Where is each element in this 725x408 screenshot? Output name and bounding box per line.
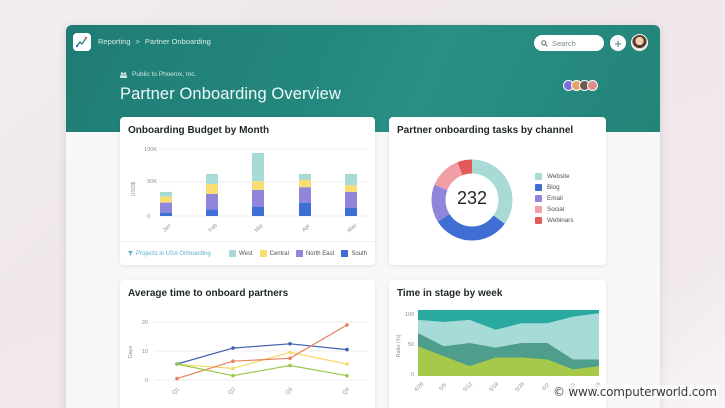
x-axis: Jan Feb Mar Apr May: [162, 222, 358, 234]
svg-text:5/5: 5/5: [438, 382, 448, 392]
legend-item-webinars[interactable]: Webinars: [535, 217, 573, 224]
card-title: Average time to onboard partners: [128, 288, 289, 299]
app-window: Reporting > Partner Onboarding Search + …: [66, 25, 660, 408]
svg-text:Apr: Apr: [301, 223, 311, 233]
svg-text:Q1: Q1: [172, 387, 181, 396]
budget-card: Onboarding Budget by Month 100K 50K 0 US…: [120, 117, 375, 265]
budget-card-footer: Projects in USA Onboarding West Central …: [120, 241, 375, 265]
svg-text:Jan: Jan: [162, 223, 173, 234]
app-logo[interactable]: [73, 33, 91, 51]
page-header: Reporting > Partner Onboarding Search + …: [66, 25, 660, 132]
svg-text:5/26: 5/26: [514, 381, 526, 393]
filter-icon: [128, 251, 133, 256]
card-title: Time in stage by week: [397, 288, 503, 299]
svg-text:Mar: Mar: [254, 223, 265, 234]
svg-text:Days: Days: [128, 345, 134, 358]
search-input[interactable]: Search: [534, 35, 604, 51]
breadcrumb-separator: >: [135, 37, 140, 46]
legend-item-website[interactable]: Website: [535, 173, 573, 180]
svg-text:Q3: Q3: [285, 387, 294, 396]
y-axis: 100K 50K 0 USD$: [131, 147, 157, 220]
legend-item-north-east[interactable]: North East: [295, 250, 334, 257]
user-avatar[interactable]: [631, 34, 648, 51]
legend-item-west[interactable]: West: [229, 250, 253, 257]
team-icon: [120, 71, 127, 78]
avg-time-line-chart: 20 10 0 Days Q1 Q2 Q3 Q4: [128, 320, 368, 396]
svg-text:5/19: 5/19: [488, 381, 500, 393]
collaborator-avatars[interactable]: [563, 80, 598, 91]
budget-legend: West Central North East South: [229, 250, 367, 257]
x-axis: Q1 Q2 Q3 Q4: [172, 387, 351, 396]
card-title: Partner onboarding tasks by channel: [397, 125, 574, 136]
org-label: Public to Phoenix, Inc.: [132, 71, 197, 78]
legend-item-south[interactable]: South: [341, 250, 367, 257]
filter-label: Projects in USA Onboarding: [136, 250, 211, 257]
svg-text:USD$: USD$: [131, 182, 137, 197]
legend-item-blog[interactable]: Blog: [535, 184, 573, 191]
svg-text:100K: 100K: [144, 147, 157, 153]
plus-icon: +: [614, 35, 622, 51]
avg-time-card: Average time to onboard partners 20 10 0…: [120, 280, 375, 408]
svg-text:Q2: Q2: [228, 387, 237, 396]
svg-text:4/28: 4/28: [413, 381, 425, 393]
svg-text:0: 0: [411, 372, 414, 378]
search-placeholder: Search: [552, 38, 576, 48]
breadcrumb: Reporting > Partner Onboarding: [98, 37, 211, 46]
svg-text:50K: 50K: [147, 179, 157, 185]
svg-text:100: 100: [405, 312, 414, 318]
svg-text:50: 50: [408, 342, 414, 348]
legend-item-social[interactable]: Social: [535, 206, 573, 213]
add-button[interactable]: +: [610, 35, 626, 51]
svg-text:Feb: Feb: [208, 223, 219, 234]
channel-card: Partner onboarding tasks by channel 232 …: [389, 117, 606, 265]
svg-text:May: May: [346, 222, 358, 234]
donut-total: 232: [456, 188, 488, 208]
breadcrumb-partner-onboarding[interactable]: Partner Onboarding: [144, 37, 211, 46]
org-visibility: Public to Phoenix, Inc.: [120, 71, 196, 78]
breadcrumb-reporting[interactable]: Reporting: [98, 37, 131, 46]
svg-text:20: 20: [142, 320, 148, 326]
legend-item-central[interactable]: Central: [259, 250, 289, 257]
card-title: Onboarding Budget by Month: [128, 125, 270, 136]
channel-donut-chart: [431, 159, 513, 241]
search-icon: [541, 39, 548, 47]
svg-text:5/12: 5/12: [462, 381, 474, 393]
avatar[interactable]: [587, 80, 598, 91]
y-axis: 100 50 0 Ratio (%): [396, 312, 414, 378]
y-axis: 20 10 0 Days: [128, 320, 148, 384]
svg-text:10: 10: [142, 349, 148, 355]
page-title: Partner Onboarding Overview: [120, 85, 341, 103]
legend-item-email[interactable]: Email: [535, 195, 573, 202]
trend-line-icon: [76, 36, 88, 48]
watermark: © www.computerworld.com: [551, 385, 719, 399]
svg-text:6/2: 6/2: [541, 382, 551, 392]
svg-text:Ratio (%): Ratio (%): [396, 334, 402, 357]
svg-text:0: 0: [147, 214, 150, 220]
svg-text:Q4: Q4: [342, 387, 351, 396]
filter-link[interactable]: Projects in USA Onboarding: [128, 251, 211, 257]
budget-bar-chart: 100K 50K 0 USD$: [131, 147, 368, 234]
svg-text:0: 0: [145, 378, 148, 384]
channel-legend: Website Blog Email Social Webinars: [535, 173, 573, 224]
